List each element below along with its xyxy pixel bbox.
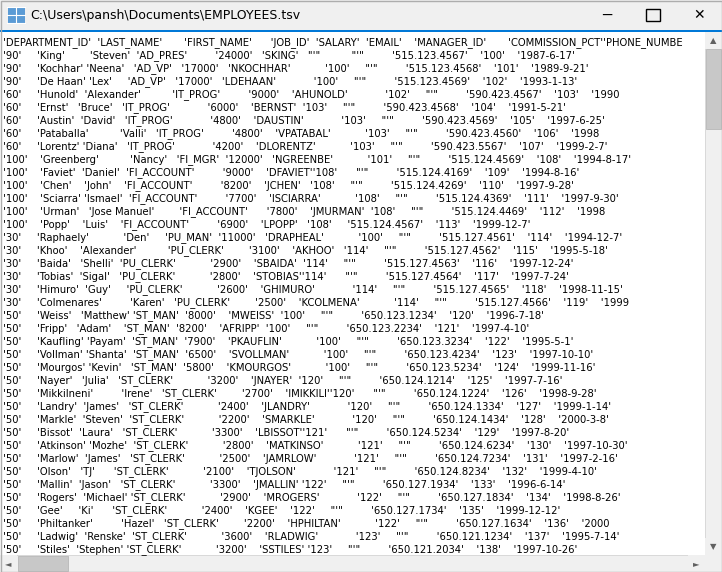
Bar	[0, 555, 705, 572]
Text: '50'     'Markle'  'Steven'  'ST_CLERK'           '2200'    'SMARKLE'           : '50' 'Markle' 'Steven' 'ST_CLERK' '2200'…	[3, 414, 609, 425]
Text: '30'     'Himuro'  'Guy'     'PU_CLERK'           '2600'    'GHIMURO'           : '30' 'Himuro' 'Guy' 'PU_CLERK' '2600' 'G…	[3, 284, 623, 295]
Text: '50'     'Vollman' 'Shanta'  'ST_MAN'  '6500'    'SVOLLMAN'           '100'     : '50' 'Vollman' 'Shanta' 'ST_MAN' '6500' …	[3, 349, 593, 360]
Text: '50'     'Fripp'   'Adam'    'ST_MAN'  '8200'    'AFRIPP'  '100'     "'"        : '50' 'Fripp' 'Adam' 'ST_MAN' '8200' 'AFR…	[3, 323, 529, 334]
Text: '50'     'Marlow'  'James'   'ST_CLERK'           '2500'    'JAMRLOW'           : '50' 'Marlow' 'James' 'ST_CLERK' '2500' …	[3, 453, 618, 464]
Text: '50'     'Philtanker'         'Hazel'   'ST_CLERK'        '2200'    'HPHILTAN'  : '50' 'Philtanker' 'Hazel' 'ST_CLERK' '22…	[3, 518, 609, 529]
Text: '50'     'Mourgos' 'Kevin'   'ST_MAN'  '5800'    'KMOURGOS'           '100'     : '50' 'Mourgos' 'Kevin' 'ST_MAN' '5800' '…	[3, 362, 596, 373]
Text: '50'     'Ladwig'  'Renske'  'ST_CLERK'           '3600'    'RLADWIG'           : '50' 'Ladwig' 'Renske' 'ST_CLERK' '3600'…	[3, 531, 619, 542]
Text: '90'     'Kochhar' 'Neena'   'AD_VP'   '17000'   'NKOCHHAR'           '100'     : '90' 'Kochhar' 'Neena' 'AD_VP' '17000' '…	[3, 63, 588, 74]
Bar	[7, 7, 15, 14]
Text: '30'     'Khoo'    'Alexander'          'PU_CLERK'        '3100'    'AKHOO'   '1: '30' 'Khoo' 'Alexander' 'PU_CLERK' '3100…	[3, 245, 608, 256]
Text: '50'     'Weiss'   'Matthew' 'ST_MAN'  '8000'    'MWEISS'  '100'     "'"        : '50' 'Weiss' 'Matthew' 'ST_MAN' '8000' '…	[3, 310, 544, 321]
Text: '50'     'Gee'     'Ki'      'ST_CLERK'           '2400'    'KGEE'    '122'     : '50' 'Gee' 'Ki' 'ST_CLERK' '2400' 'KGEE'…	[3, 505, 560, 516]
Text: '50'     'Mallin'  'Jason'   'ST_CLERK'           '3300'    'JMALLIN' '122'     : '50' 'Mallin' 'Jason' 'ST_CLERK' '3300' …	[3, 479, 565, 490]
Text: '100'    'Sciarra' 'Ismael'  'FI_ACCOUNT'         '7700'    'ISCIARRA'          : '100' 'Sciarra' 'Ismael' 'FI_ACCOUNT' '7…	[3, 193, 619, 204]
Bar	[706, 49, 721, 129]
Text: '50'     'Kaufling' 'Payam'  'ST_MAN'  '7900'    'PKAUFLIN'           '100'     : '50' 'Kaufling' 'Payam' 'ST_MAN' '7900' …	[3, 336, 573, 347]
Bar	[705, 555, 722, 572]
Text: '50'     'Rogers'  'Michael' 'ST_CLERK'           '2900'    'MROGERS'           : '50' 'Rogers' 'Michael' 'ST_CLERK' '2900…	[3, 492, 621, 503]
Text: '50'     'Stiles'  'Stephen' 'ST_CLERK'           '3200'    'SSTILES' '123'     : '50' 'Stiles' 'Stephen' 'ST_CLERK' '3200…	[3, 545, 578, 555]
Text: ▼: ▼	[710, 542, 717, 551]
Text: '60'     'Ernst'   'Bruce'   'IT_PROG'            '6000'    'BERNST'  '103'     : '60' 'Ernst' 'Bruce' 'IT_PROG' '6000' 'B…	[3, 102, 566, 113]
Text: '60'     'Lorentz' 'Diana'   'IT_PROG'            '4200'    'DLORENTZ'          : '60' 'Lorentz' 'Diana' 'IT_PROG' '4200' …	[3, 141, 607, 152]
Text: '50'     'Mikkilneni'         'Irene'   'ST_CLERK'        '2700'    'IMIKKILI''1: '50' 'Mikkilneni' 'Irene' 'ST_CLERK' '27…	[3, 388, 596, 399]
Bar	[17, 7, 25, 14]
Bar	[18, 556, 68, 571]
Bar	[705, 32, 722, 49]
Text: 'DEPARTMENT_ID'  'LAST_NAME'       'FIRST_NAME'      'JOB_ID'  'SALARY'  'EMAIL': 'DEPARTMENT_ID' 'LAST_NAME' 'FIRST_NAME'…	[3, 37, 682, 48]
Text: '30'     'Raphaely'           'Den'     'PU_MAN'  '11000'   'DRAPHEAL'          : '30' 'Raphaely' 'Den' 'PU_MAN' '11000' '…	[3, 232, 622, 243]
Bar	[7, 15, 15, 22]
Text: ▲: ▲	[710, 36, 717, 45]
Bar	[705, 32, 722, 555]
Text: '100'    'Faviet'  'Daniel'  'FI_ACCOUNT'         '9000'    'DFAVIET''108'      : '100' 'Faviet' 'Daniel' 'FI_ACCOUNT' '90…	[3, 167, 579, 178]
Text: C:\Users\pansh\Documents\EMPLOYEES.tsv: C:\Users\pansh\Documents\EMPLOYEES.tsv	[30, 9, 300, 22]
Text: '50'     'Bissot'  'Laura'   'ST_CLERK'           '3300'    'LBISSOT''121'      : '50' 'Bissot' 'Laura' 'ST_CLERK' '3300' …	[3, 427, 569, 438]
Bar	[688, 555, 705, 572]
Text: '30'     'Colmenares'         'Karen'   'PU_CLERK'        '2500'    'KCOLMENA'  : '30' 'Colmenares' 'Karen' 'PU_CLERK' '25…	[3, 297, 629, 308]
Bar	[646, 9, 660, 21]
Text: '50'     'Nayer'   'Julia'   'ST_CLERK'           '3200'    'JNAYER'  '120'     : '50' 'Nayer' 'Julia' 'ST_CLERK' '3200' '…	[3, 375, 562, 386]
Text: '50'     'Olson'   'TJ'      'ST_CLERK'           '2100'    'TJOLSON'           : '50' 'Olson' 'TJ' 'ST_CLERK' '2100' 'TJO…	[3, 466, 597, 477]
Text: '60'     'Pataballa'          'Valli'   'IT_PROG'         '4800'    'VPATABAL'  : '60' 'Pataballa' 'Valli' 'IT_PROG' '4800…	[3, 128, 599, 139]
Text: '100'    'Greenberg'          'Nancy'   'FI_MGR'  '12000'   'NGREENBE'          : '100' 'Greenberg' 'Nancy' 'FI_MGR' '1200…	[3, 154, 631, 165]
Text: '50'     'Landry'  'James'   'ST_CLERK'           '2400'    'JLANDRY'           : '50' 'Landry' 'James' 'ST_CLERK' '2400' …	[3, 402, 611, 412]
Text: '60'     'Austin'  'David'   'IT_PROG'            '4800'    'DAUSTIN'           : '60' 'Austin' 'David' 'IT_PROG' '4800' '…	[3, 116, 605, 126]
Text: '50'     'Atkinson' 'Mozhe'  'ST_CLERK'           '2800'    'MATKINSO'          : '50' 'Atkinson' 'Mozhe' 'ST_CLERK' '2800…	[3, 440, 627, 451]
Text: '100'    'Chen'    'John'    'FI_ACCOUNT'         '8200'    'JCHEN'   '108'     : '100' 'Chen' 'John' 'FI_ACCOUNT' '8200' …	[3, 180, 574, 191]
Text: ►: ►	[693, 559, 700, 568]
Bar	[0, 555, 17, 572]
Text: '100'    'Urman'   'Jose Manuel'        'FI_ACCOUNT'      '7800'    'JMURMAN'  ': '100' 'Urman' 'Jose Manuel' 'FI_ACCOUNT'…	[3, 206, 605, 217]
Text: '60'     'Hunold'  'Alexander'          'IT_PROG'         '9000'    'AHUNOLD'   : '60' 'Hunold' 'Alexander' 'IT_PROG' '900…	[3, 89, 619, 100]
Text: '100'    'Popp'    'Luis'    'FI_ACCOUNT'         '6900'    'LPOPP'   '108'     : '100' 'Popp' 'Luis' 'FI_ACCOUNT' '6900' …	[3, 219, 531, 230]
Text: ✕: ✕	[693, 8, 705, 22]
Bar	[0, 30, 722, 32]
Text: ─: ─	[602, 7, 612, 22]
Bar	[0, 0, 722, 30]
Text: '30'     'Baida'   'Shelli'  'PU_CLERK'           '2900'    'SBAIDA'  '114'     : '30' 'Baida' 'Shelli' 'PU_CLERK' '2900' …	[3, 259, 573, 269]
Text: '90'     'De Haan' 'Lex'     'AD_VP'   '17000'   'LDEHAAN'            '100'     : '90' 'De Haan' 'Lex' 'AD_VP' '17000' 'LD…	[3, 76, 578, 87]
Text: ◄: ◄	[5, 559, 12, 568]
Bar	[705, 538, 722, 555]
Text: '30'     'Tobias'  'Sigal'   'PU_CLERK'           '2800'    'STOBIAS''114'      : '30' 'Tobias' 'Sigal' 'PU_CLERK' '2800' …	[3, 271, 569, 282]
Bar	[17, 15, 25, 22]
Text: '90'     'King'        'Steven'  'AD_PRES'         '24000'   'SKING'   "'"      : '90' 'King' 'Steven' 'AD_PRES' '24000' '…	[3, 50, 575, 61]
